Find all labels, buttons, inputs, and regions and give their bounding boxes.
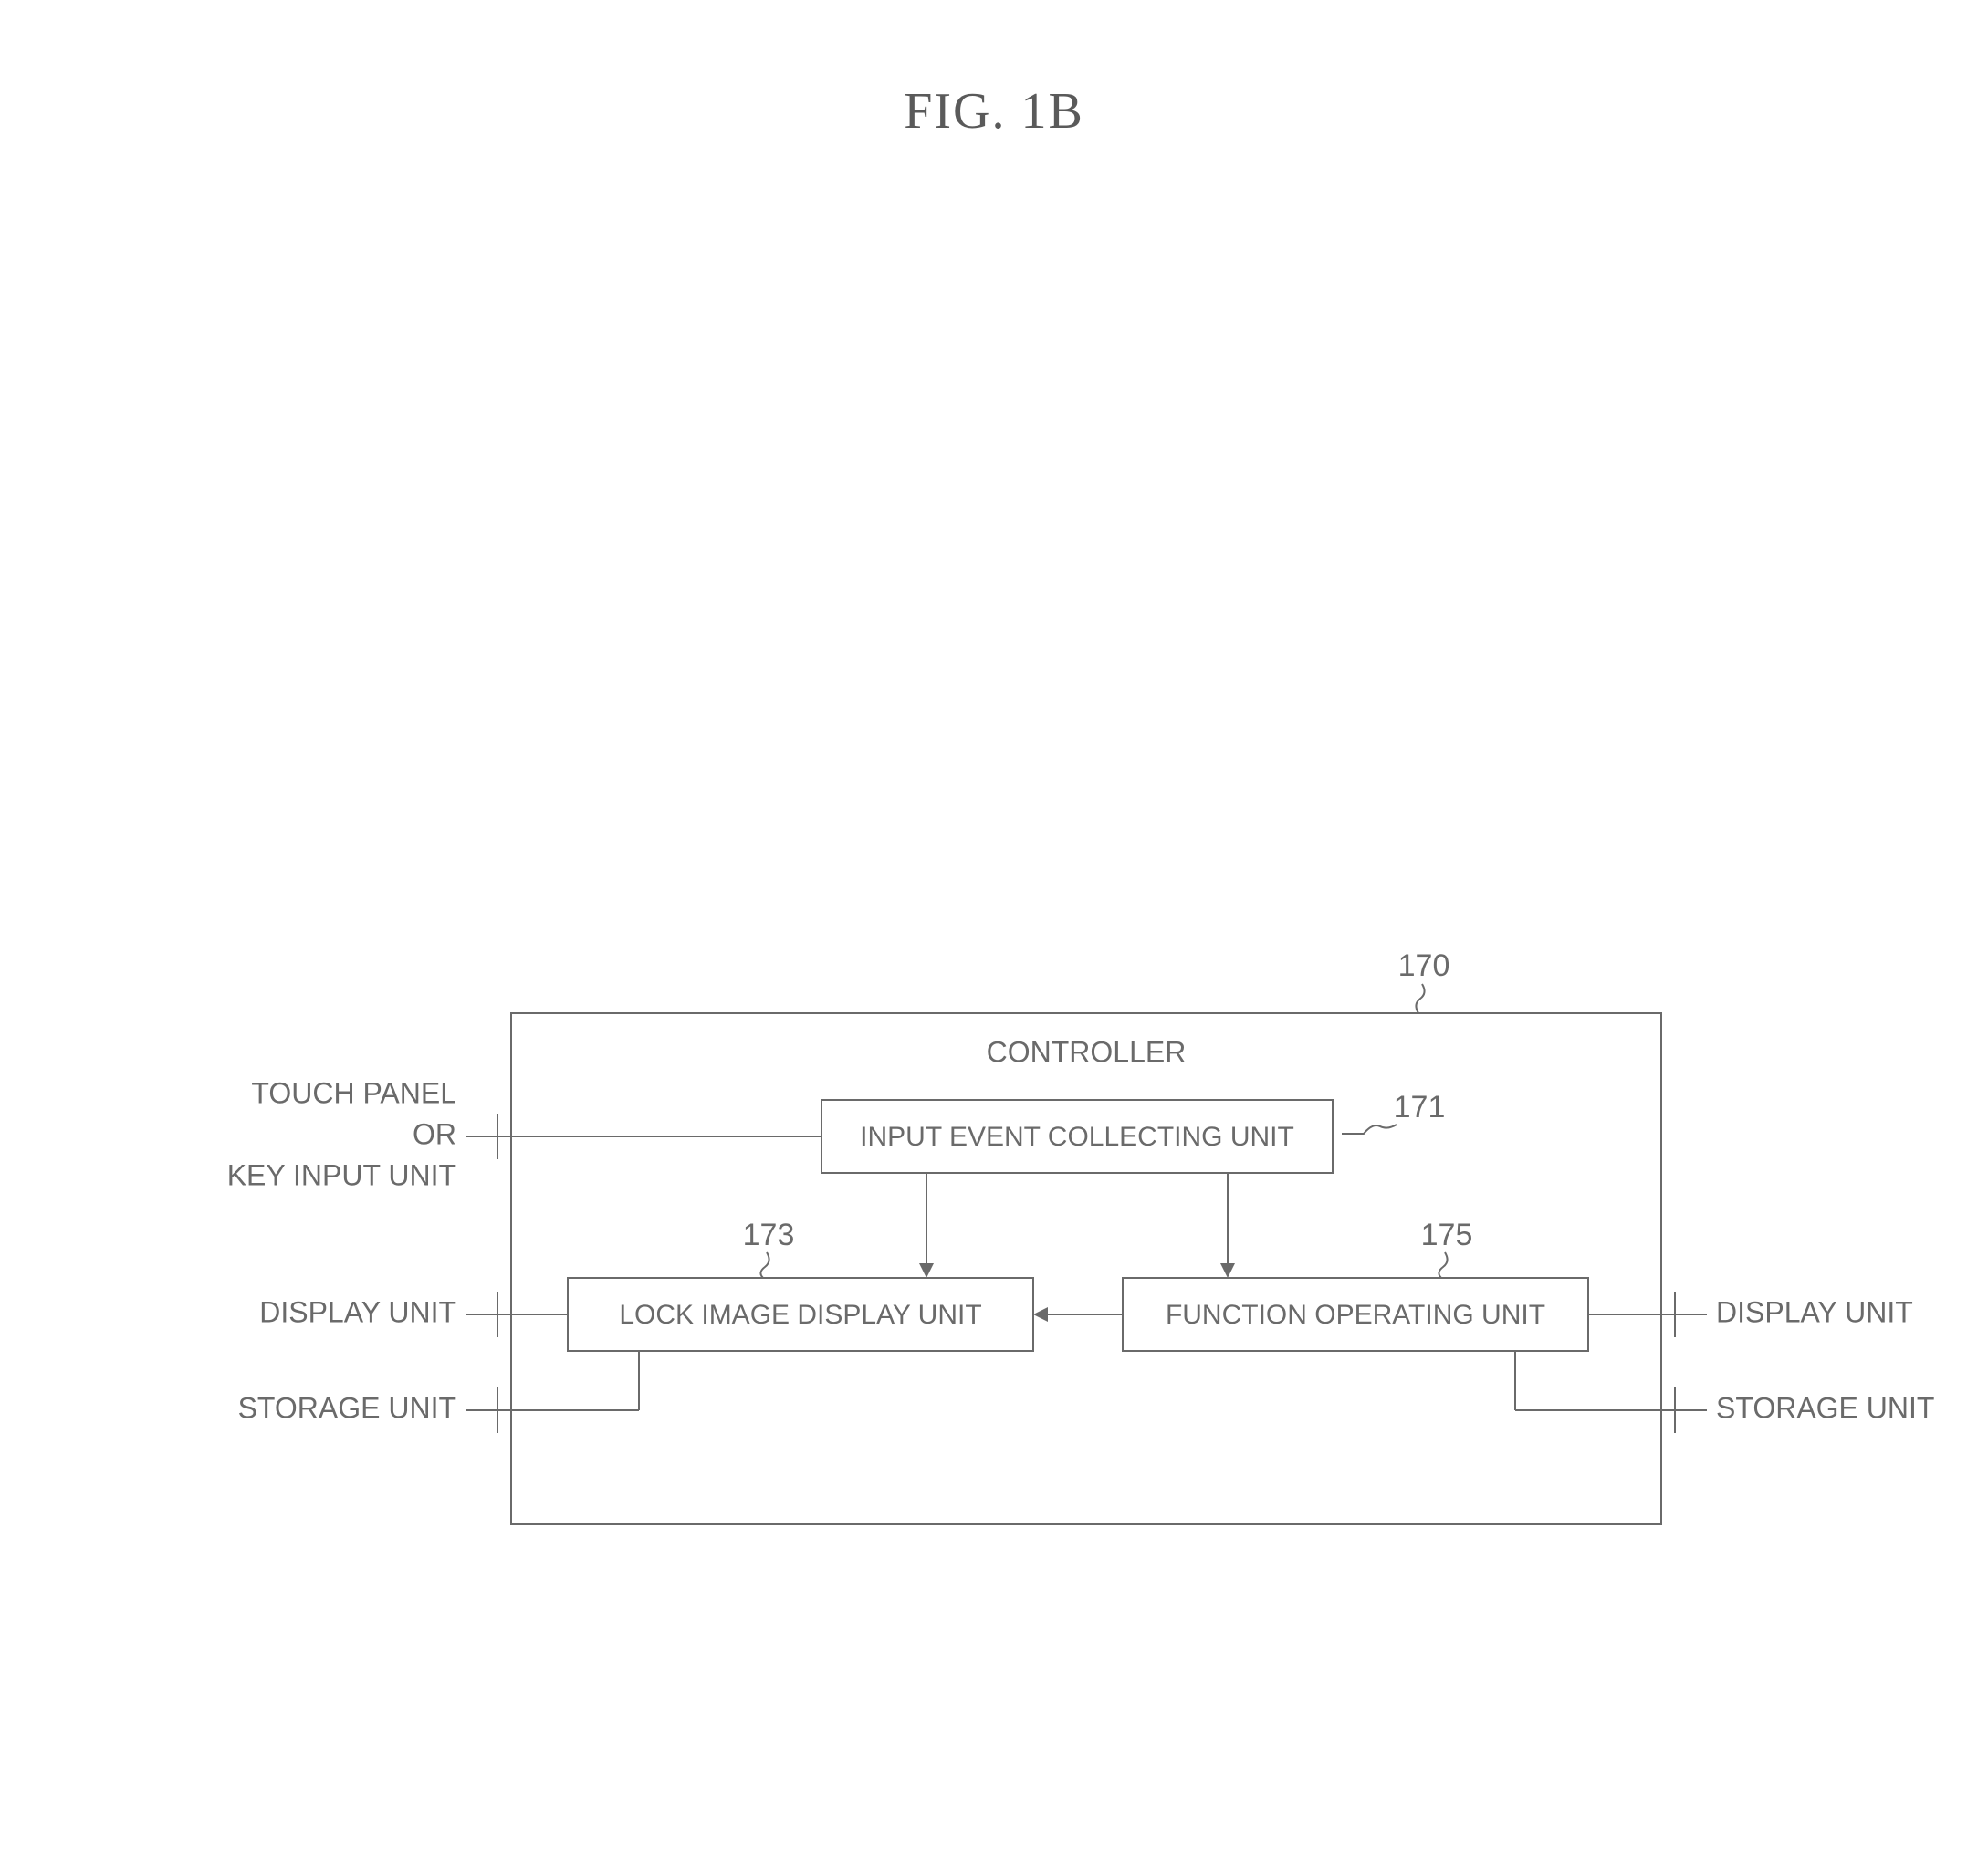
controller-ref-squiggle — [1416, 984, 1424, 1013]
input-collect-label: INPUT EVENT COLLECTING UNIT — [860, 1122, 1294, 1152]
lock-image-label: LOCK IMAGE DISPLAY UNIT — [619, 1300, 981, 1330]
controller-rect — [511, 1013, 1661, 1524]
ext-right-display-label: DISPLAY UNIT — [1716, 1295, 1913, 1328]
ext-right-storage-label: STORAGE UNIT — [1716, 1391, 1934, 1424]
ext-left-touch-line3: KEY INPUT UNIT — [227, 1158, 456, 1191]
func-op-label: FUNCTION OPERATING UNIT — [1166, 1300, 1545, 1330]
input-collect-block: INPUT EVENT COLLECTING UNIT 171 — [821, 1090, 1445, 1173]
figure-diagram: FIG. 1B CONTROLLER 170 INPUT EVENT COLLE… — [0, 0, 1988, 1863]
ext-left-touch-line1: TOUCH PANEL — [251, 1076, 456, 1109]
func-op-ref: 175 — [1421, 1218, 1473, 1252]
ext-left-display: DISPLAY UNIT — [259, 1292, 568, 1337]
figure-title: FIG. 1B — [904, 83, 1084, 140]
controller-block: CONTROLLER 170 — [511, 948, 1661, 1524]
func-op-block: FUNCTION OPERATING UNIT 175 — [1123, 1218, 1588, 1351]
controller-ref: 170 — [1398, 948, 1450, 983]
input-collect-ref: 171 — [1394, 1090, 1446, 1125]
input-collect-ref-squiggle — [1342, 1125, 1397, 1134]
ext-left-touch-line2: OR — [413, 1117, 456, 1150]
arrow-collect-to-lock — [919, 1173, 934, 1278]
arrow-collect-to-func — [1220, 1173, 1235, 1278]
lock-image-ref-squiggle — [760, 1252, 769, 1278]
arrow-func-to-lock — [1033, 1307, 1123, 1322]
lock-image-block: LOCK IMAGE DISPLAY UNIT 173 — [568, 1218, 1033, 1351]
ext-right-storage: STORAGE UNIT — [1515, 1351, 1934, 1433]
ext-left-storage: STORAGE UNIT — [238, 1351, 639, 1433]
ext-right-display: DISPLAY UNIT — [1588, 1292, 1913, 1337]
lock-image-ref: 173 — [743, 1218, 795, 1252]
ext-left-display-label: DISPLAY UNIT — [259, 1295, 456, 1328]
ext-left-storage-label: STORAGE UNIT — [238, 1391, 456, 1424]
func-op-ref-squiggle — [1439, 1252, 1447, 1278]
ext-left-touch: TOUCH PANEL OR KEY INPUT UNIT — [227, 1076, 821, 1191]
controller-label: CONTROLLER — [987, 1035, 1187, 1068]
